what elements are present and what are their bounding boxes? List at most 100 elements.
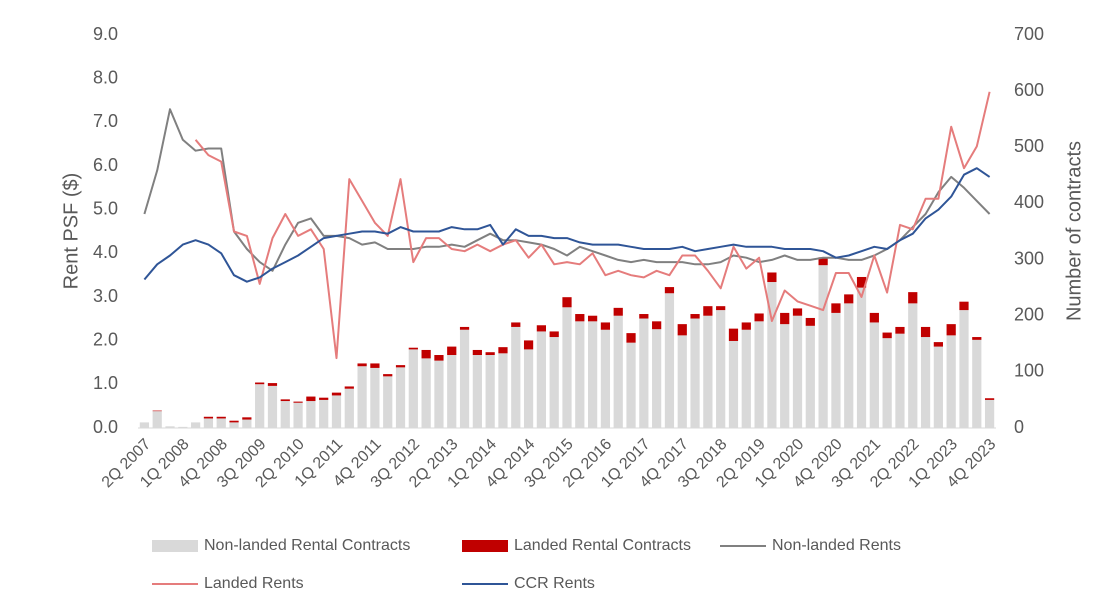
- bar: [383, 374, 393, 377]
- bar: [600, 322, 611, 330]
- bar: [498, 347, 508, 354]
- bar: [331, 392, 342, 396]
- bar: [767, 272, 777, 283]
- bar: [216, 418, 226, 428]
- bar: [677, 324, 687, 336]
- bar: [716, 306, 726, 311]
- bar: [178, 426, 188, 428]
- bar: [754, 321, 764, 428]
- bar: [255, 384, 265, 428]
- bar: [216, 416, 226, 419]
- y-axis-label: Rent PSF ($): [60, 173, 82, 290]
- bar: [741, 322, 751, 330]
- bar: [600, 329, 611, 428]
- bar: [626, 342, 636, 428]
- bar: [690, 318, 700, 428]
- bar: [908, 303, 918, 428]
- bar: [267, 385, 278, 428]
- y2-tick-label: 700: [1014, 24, 1044, 44]
- bar: [280, 401, 290, 428]
- bar: [370, 363, 380, 368]
- bar: [331, 395, 342, 428]
- bar: [984, 398, 995, 400]
- legend-label: CCR Rents: [514, 575, 595, 592]
- bar: [933, 342, 943, 347]
- bar: [139, 422, 150, 428]
- bar: [869, 322, 879, 428]
- y2-tick-label: 100: [1014, 361, 1044, 381]
- bar: [575, 321, 585, 428]
- legend-swatch: [152, 540, 198, 552]
- bar: [856, 287, 867, 428]
- bar: [306, 401, 316, 428]
- bar: [383, 376, 393, 428]
- bar: [459, 326, 470, 330]
- bar: [959, 310, 969, 428]
- bar: [908, 292, 918, 304]
- bar: [549, 331, 559, 338]
- y2-tick-label: 500: [1014, 136, 1044, 156]
- legend-label: Landed Rents: [204, 575, 304, 592]
- bar: [844, 303, 854, 428]
- bar: [511, 322, 521, 327]
- bar: [152, 410, 162, 412]
- bar: [293, 402, 303, 428]
- y2-axis-label: Number of contracts: [1063, 141, 1085, 321]
- bar: [920, 326, 931, 338]
- bar: [459, 329, 470, 428]
- bar: [716, 310, 726, 428]
- bar: [472, 349, 482, 356]
- bar: [255, 382, 265, 385]
- bar: [395, 365, 406, 368]
- bar: [536, 331, 546, 428]
- bar: [472, 355, 482, 428]
- bar: [485, 352, 495, 356]
- bar: [344, 386, 354, 389]
- bar: [421, 349, 431, 359]
- bar: [395, 367, 406, 428]
- y2-tick-label: 400: [1014, 192, 1044, 212]
- bar: [856, 276, 867, 288]
- bar: [357, 366, 367, 428]
- bar: [229, 422, 239, 428]
- bar: [972, 337, 982, 340]
- bar: [946, 324, 956, 336]
- bar: [703, 315, 713, 428]
- bar: [805, 317, 815, 326]
- bar: [523, 349, 534, 428]
- bar: [370, 367, 380, 428]
- legend-label: Non-landed Rental Contracts: [204, 537, 410, 554]
- bar: [984, 399, 995, 428]
- bar: [805, 325, 815, 428]
- y-tick-label: 5.0: [93, 198, 118, 218]
- bar: [652, 329, 662, 428]
- bar: [447, 355, 457, 428]
- bar: [536, 325, 546, 332]
- y-tick-label: 6.0: [93, 155, 118, 175]
- y-tick-label: 0.0: [93, 417, 118, 437]
- bar: [498, 353, 508, 428]
- bar: [831, 312, 841, 428]
- legend-label: Landed Rental Contracts: [514, 537, 691, 554]
- bar: [319, 397, 329, 400]
- bar: [562, 307, 572, 428]
- bar: [895, 326, 905, 334]
- bar: [780, 324, 790, 428]
- bar: [895, 333, 905, 428]
- bar: [434, 355, 444, 361]
- bar: [203, 416, 214, 419]
- line: [143, 108, 991, 272]
- line: [194, 91, 991, 360]
- bar: [920, 337, 931, 428]
- bar: [946, 335, 956, 428]
- bar: [780, 312, 790, 325]
- y-tick-label: 2.0: [93, 329, 118, 349]
- bar: [152, 411, 162, 428]
- bar: [639, 318, 649, 428]
- bar: [959, 301, 969, 311]
- bar: [703, 306, 713, 316]
- bar: [242, 419, 252, 428]
- bar: [511, 326, 521, 428]
- bar: [293, 401, 303, 403]
